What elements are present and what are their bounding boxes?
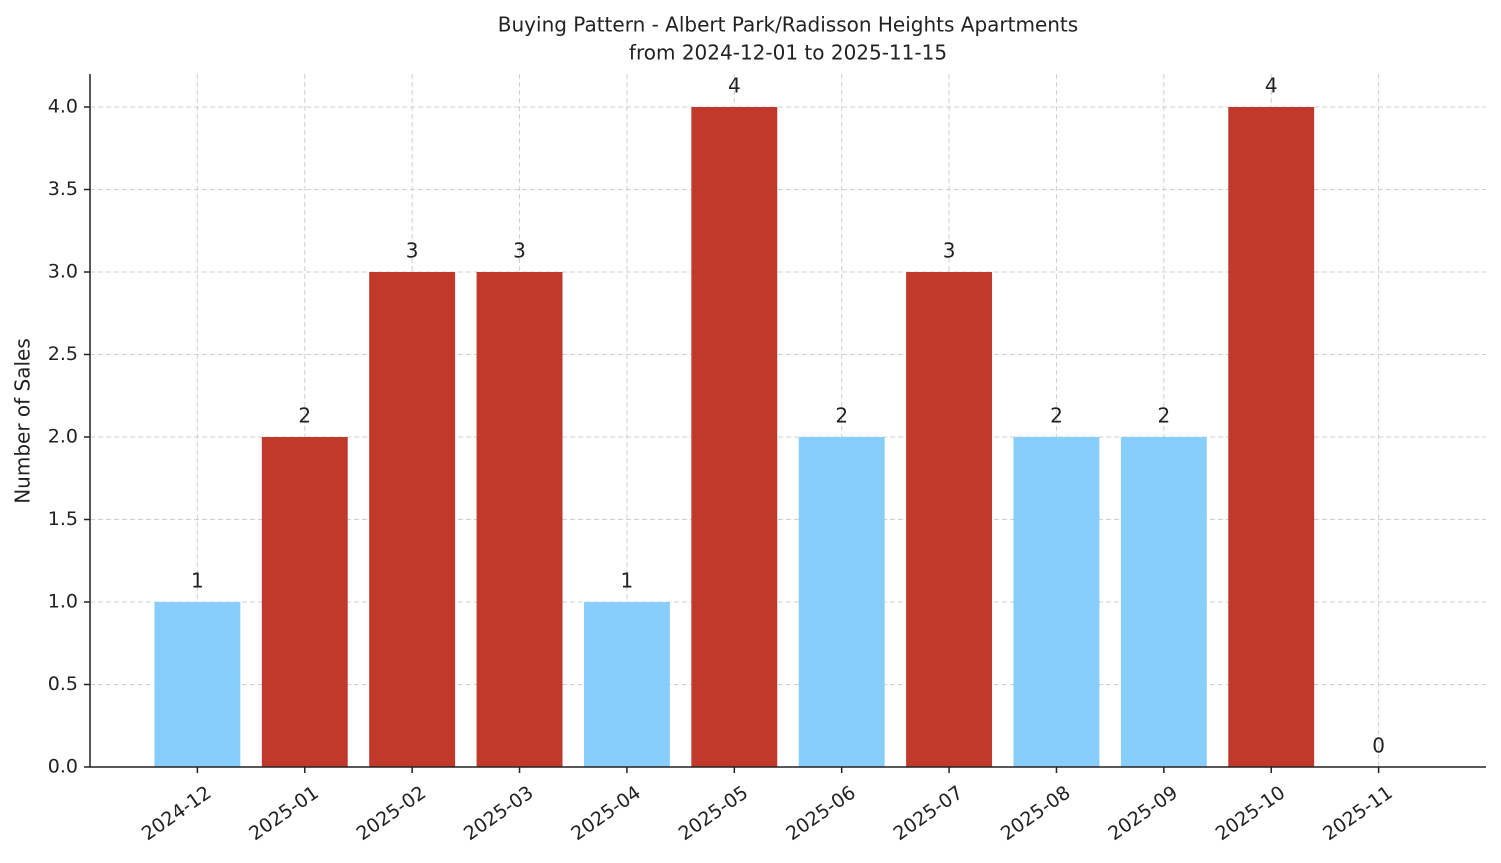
x-tick-label: 2025-07 (889, 782, 967, 846)
y-tick-label: 3.0 (48, 261, 78, 283)
bar (1013, 437, 1100, 767)
bar (583, 602, 670, 767)
x-tick-label: 2025-05 (675, 782, 753, 846)
bar (798, 437, 885, 767)
y-tick-label: 2.0 (48, 426, 78, 448)
data-label: 2 (1157, 404, 1170, 428)
y-tick-label: 1.0 (48, 591, 78, 613)
x-tick-label: 2024-12 (138, 782, 216, 846)
data-label: 1 (621, 569, 634, 593)
y-tick-label: 1.5 (48, 508, 78, 530)
bar (476, 272, 563, 767)
bar (691, 107, 778, 767)
x-tick-label: 2025-11 (1319, 782, 1397, 846)
y-tick-label: 0.0 (48, 756, 78, 778)
x-tick-label: 2025-02 (353, 782, 431, 846)
data-label: 2 (1050, 404, 1063, 428)
x-tick-label: 2025-09 (1104, 782, 1182, 846)
data-label: 2 (298, 404, 311, 428)
chart-subtitle: from 2024-12-01 to 2025-11-15 (629, 41, 947, 65)
x-tick-label: 2025-01 (245, 782, 323, 846)
x-tick-label: 2025-04 (567, 782, 645, 846)
x-tick-label: 2025-08 (997, 782, 1075, 846)
data-label: 3 (513, 239, 526, 263)
bar (1228, 107, 1315, 767)
y-tick-label: 4.0 (48, 96, 78, 118)
data-label: 0 (1372, 734, 1385, 758)
data-label: 4 (1265, 74, 1278, 98)
bar (1120, 437, 1207, 767)
chart-title: Buying Pattern - Albert Park/Radisson He… (498, 13, 1078, 37)
bar (261, 437, 348, 767)
data-label: 1 (191, 569, 204, 593)
data-label: 3 (406, 239, 419, 263)
x-tick-label: 2025-06 (782, 782, 860, 846)
y-tick-label: 0.5 (48, 673, 78, 695)
y-tick-label: 2.5 (48, 343, 78, 365)
bar (154, 602, 241, 767)
y-axis-label: Number of Sales (11, 338, 35, 504)
data-label: 2 (835, 404, 848, 428)
y-tick-label: 3.5 (48, 178, 78, 200)
x-tick-label: 2025-10 (1212, 782, 1290, 846)
data-label: 4 (728, 74, 741, 98)
bar (906, 272, 993, 767)
bar (369, 272, 456, 767)
data-label: 3 (943, 239, 956, 263)
x-tick-label: 2025-03 (460, 782, 538, 846)
